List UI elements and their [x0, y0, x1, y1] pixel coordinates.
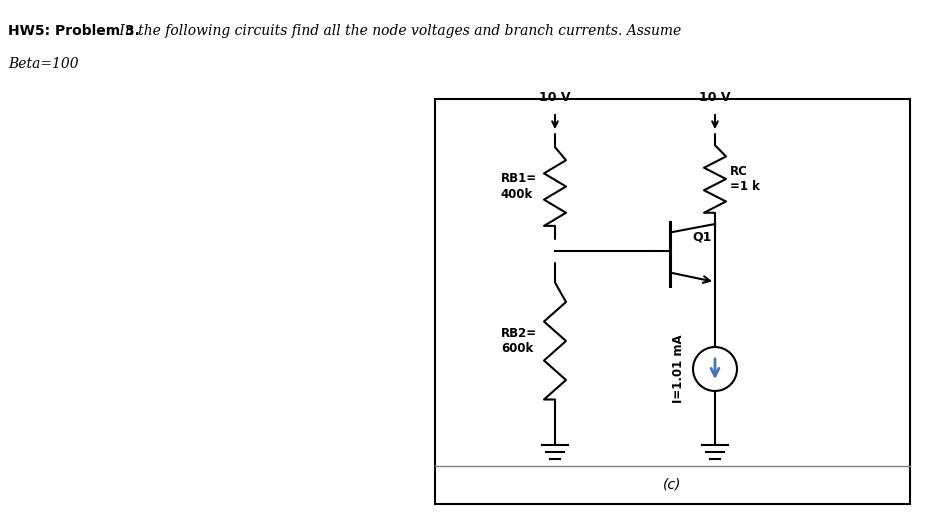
Bar: [435, 99, 910, 504]
Text: (c): (c): [663, 478, 682, 492]
Text: Beta=100: Beta=100: [8, 57, 79, 71]
Text: RB2=
600k: RB2= 600k: [500, 327, 537, 355]
Text: 10 V: 10 V: [539, 91, 570, 104]
Text: I=1.01 mA: I=1.01 mA: [672, 335, 685, 403]
Text: RB1=
400k: RB1= 400k: [500, 172, 537, 200]
Text: HW5: Problem 3.: HW5: Problem 3.: [8, 24, 140, 38]
Text: RC
=1 k: RC =1 k: [730, 165, 760, 193]
Text: 10 V: 10 V: [699, 91, 730, 104]
Text: In the following circuits find all the node voltages and branch currents. Assume: In the following circuits find all the n…: [115, 24, 681, 38]
Text: Q1: Q1: [692, 230, 711, 243]
